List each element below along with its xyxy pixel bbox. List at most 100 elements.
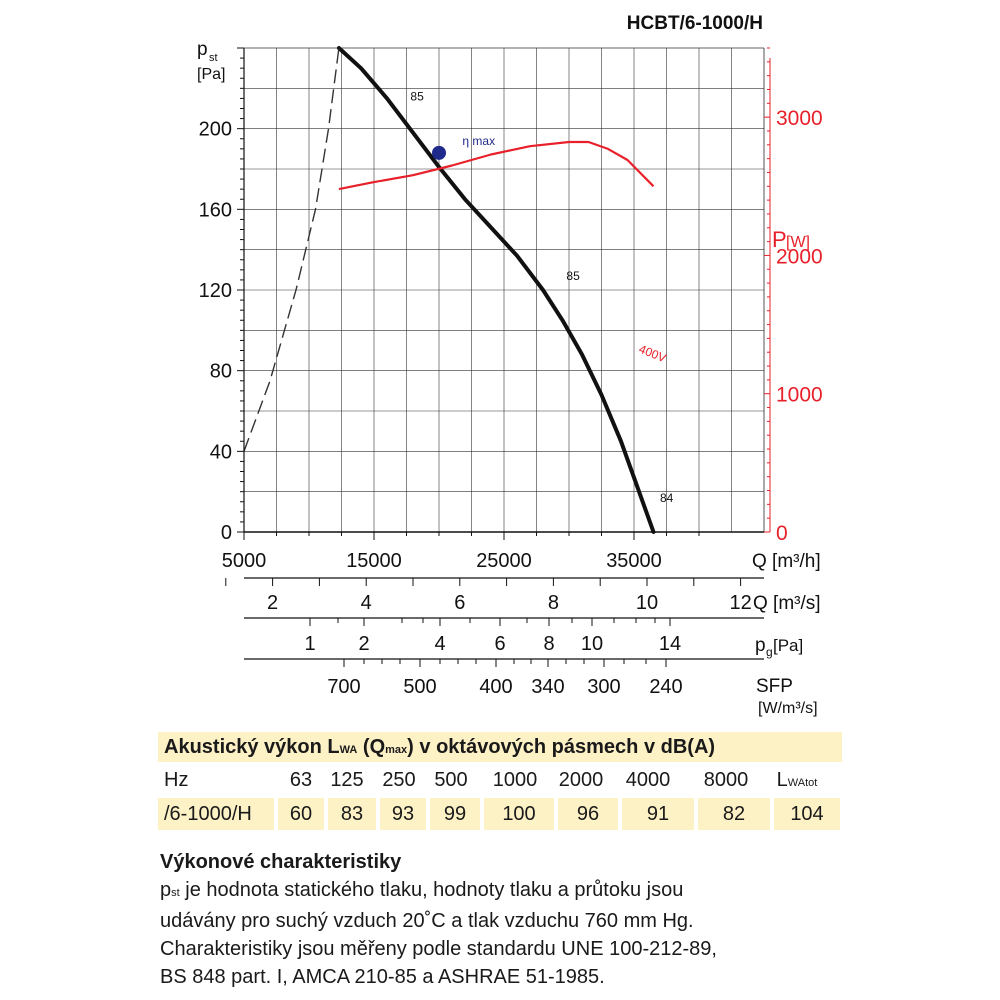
system-limit-curve xyxy=(243,47,340,452)
value-cell: 96 xyxy=(558,798,618,830)
pst-symbol: p xyxy=(160,879,172,901)
pg-axis-label: p xyxy=(755,635,766,656)
header-cell: 2000 xyxy=(558,769,604,791)
y-tick-label: 160 xyxy=(199,199,232,221)
y-tick-label: 40 xyxy=(210,441,232,463)
header-cell-total: LWAtot xyxy=(766,764,828,796)
x-tick-label: 35000 xyxy=(606,550,662,572)
description-heading: Výkonové charakteristiky xyxy=(160,851,402,873)
sfp-axis-label: SFP xyxy=(756,676,793,697)
pressure-curve xyxy=(336,46,656,534)
title-part: ) v oktávových pásmech v dB(A) xyxy=(407,736,716,758)
sfp-tick-label: 700 xyxy=(327,676,360,698)
power-axis-unit: [W] xyxy=(786,234,810,251)
header-cell: 4000 xyxy=(625,769,671,791)
power-tick-label: 1000 xyxy=(776,384,823,407)
y-tick-label: 80 xyxy=(210,361,232,383)
acoustic-table: Akustický výkon LWA (Qmax) v oktávových … xyxy=(158,732,842,830)
acoustic-table-title: Akustický výkon LWA (Qmax) v oktávových … xyxy=(158,732,842,762)
chart-grid xyxy=(244,47,765,532)
qs-tick-label: 10 xyxy=(636,592,658,614)
description-line: BS 848 part. I, AMCA 210-85 a ASHRAE 51-… xyxy=(160,966,605,988)
header-cell: 500 xyxy=(434,769,468,791)
value-cell: 100 xyxy=(484,798,554,830)
chart-curves xyxy=(243,46,656,534)
table-header-row: Hz 63 125 250 500 1000 2000 4000 8000 LW… xyxy=(158,764,842,796)
y-tick-label: 0 xyxy=(221,522,232,544)
curve-annotation: 84 xyxy=(660,491,674,505)
power-tick-label: 2000 xyxy=(776,245,823,268)
pg-axis-unit: [Pa] xyxy=(773,636,803,655)
pg-tick-label: 4 xyxy=(434,633,445,655)
qs-tick-label: 6 xyxy=(454,592,465,614)
x-tick-label: 15000 xyxy=(346,550,402,572)
curve-annotation: 85 xyxy=(410,89,424,103)
value-cell: 83 xyxy=(328,798,376,830)
header-cell: 250 xyxy=(382,769,416,791)
sfp-tick-label: 300 xyxy=(587,676,620,698)
title-part: Akustický výkon L xyxy=(164,736,340,758)
value-cell-total: 104 xyxy=(774,798,840,830)
performance-description: Výkonové charakteristiky pst je hodnota … xyxy=(160,848,860,991)
value-cell: 93 xyxy=(380,798,426,830)
pg-axis-label-sub: g xyxy=(766,645,773,659)
y-tick-label: 120 xyxy=(199,280,232,302)
sfp-axis-unit: [W/m³/s] xyxy=(758,700,818,717)
title-sub: WA xyxy=(339,744,358,756)
row-label: /6-1000/H xyxy=(158,798,274,830)
pg-tick-label: 10 xyxy=(581,633,603,655)
power-tick-label: 3000 xyxy=(776,107,823,130)
sfp-tick-label: 340 xyxy=(531,676,564,698)
x-tick-label: 5000 xyxy=(222,550,267,572)
value-cell: 99 xyxy=(430,798,480,830)
qs-axis-label: Q [m³/s] xyxy=(753,593,821,614)
chart-axes xyxy=(225,47,771,667)
sfp-tick-label: 500 xyxy=(403,676,436,698)
description-text: je hodnota statického tlaku, hodnoty tla… xyxy=(179,879,684,901)
x-axis-label: Q [m³/h] xyxy=(752,551,821,572)
description-line: pst je hodnota statického tlaku, hodnoty… xyxy=(160,876,860,907)
power-axis-label: P xyxy=(772,227,787,252)
title-sub: max xyxy=(385,744,408,756)
x-tick-label: 25000 xyxy=(476,550,532,572)
pg-tick-label: 8 xyxy=(543,633,554,655)
qs-tick-label: 8 xyxy=(548,592,559,614)
sfp-tick-label: 240 xyxy=(649,676,682,698)
efficiency-max-label: η max xyxy=(462,134,495,148)
y-axis-label: p xyxy=(197,39,208,60)
pg-tick-label: 6 xyxy=(494,633,505,655)
value-cell: 91 xyxy=(622,798,694,830)
pst-sub: st xyxy=(171,887,180,899)
value-cell: 60 xyxy=(278,798,324,830)
efficiency-max-point xyxy=(432,145,446,160)
sfp-tick-label: 400 xyxy=(479,676,512,698)
total-label-sub: WAtot xyxy=(787,777,818,789)
pg-tick-label: 14 xyxy=(659,633,681,655)
qs-tick-label: 2 xyxy=(267,592,278,614)
y-axis-label-sub: st xyxy=(209,52,218,64)
description-line: udávány pro suchý vzduch 20˚C a tlak vzd… xyxy=(160,910,694,932)
header-cell: 8000 xyxy=(703,769,749,791)
header-cell-hz: Hz xyxy=(164,769,189,791)
power-curve xyxy=(338,140,655,191)
qs-tick-label: 4 xyxy=(361,592,372,614)
header-cell: 1000 xyxy=(492,769,538,791)
curve-annotation: 85 xyxy=(566,269,580,283)
y-axis-unit: [Pa] xyxy=(197,66,225,83)
pg-tick-label: 1 xyxy=(304,633,315,655)
value-cell: 82 xyxy=(698,798,770,830)
chart-title: HCBT/6-1000/H xyxy=(627,13,763,34)
description-line: Charakteristiky jsou měřeny podle standa… xyxy=(160,938,717,960)
table-values-row: /6-1000/H 60 83 93 99 100 96 91 82 104 xyxy=(158,798,842,830)
header-cell: 63 xyxy=(289,769,313,791)
power-tick-label: 0 xyxy=(776,522,788,545)
power-curve-label: 400V xyxy=(637,342,668,365)
y-tick-label: 200 xyxy=(199,119,232,141)
pg-tick-label: 2 xyxy=(358,633,369,655)
total-label: L xyxy=(776,769,788,791)
qs-tick-label: 12 xyxy=(729,592,751,614)
title-part: (Q xyxy=(357,736,386,758)
header-cell: 125 xyxy=(330,769,364,791)
